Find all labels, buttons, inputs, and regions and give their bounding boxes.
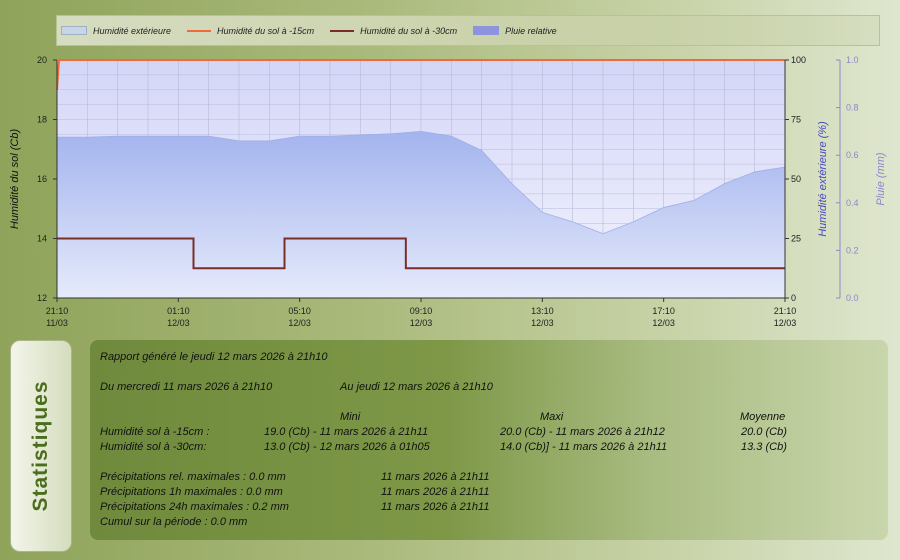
area-swatch-icon: [61, 26, 87, 35]
statistics-tab-label: Statistiques: [29, 380, 52, 512]
header-mini: Mini: [340, 411, 361, 423]
x-tick-time: 17:10: [652, 306, 675, 316]
y-right-tick-label: 1.0: [846, 55, 859, 65]
x-tick-date: 12/03: [288, 318, 311, 328]
y-mid-tick-label: 100: [791, 55, 806, 65]
y-left-tick-label: 16: [37, 174, 47, 184]
y-mid-tick-label: 75: [791, 115, 801, 125]
header-moyenne: Moyenne: [740, 411, 786, 423]
y-right-tick-label: 0.0: [846, 293, 859, 303]
precip-cumul: Cumul sur la période : 0.0 mm: [100, 516, 248, 528]
row-label: Humidité sol à -30cm:: [100, 441, 207, 453]
row-maxi: 20.0 (Cb) - 11 mars 2026 à 21h12: [500, 426, 665, 438]
period-from: Du mercredi 11 mars 2026 à 21h10: [100, 381, 273, 393]
precip-label: Précipitations rel. maximales : 0.0 mm: [100, 471, 286, 483]
x-tick-time: 21:10: [46, 306, 69, 316]
y-mid-tick-label: 50: [791, 174, 801, 184]
area-swatch-icon: [473, 26, 500, 35]
x-tick-date: 12/03: [410, 318, 433, 328]
period-to: Au jeudi 12 mars 2026 à 21h10: [340, 381, 493, 393]
report-generated: Rapport généré le jeudi 12 mars 2026 à 2…: [100, 351, 328, 363]
y-mid-tick-label: 25: [791, 234, 801, 244]
legend-item: Pluie relative: [473, 26, 557, 36]
series-humidite-exterieure: [56, 130, 786, 299]
y-left-tick-label: 18: [37, 115, 47, 125]
legend-item: Humidité du sol à -30cm: [330, 26, 457, 36]
precip-date: 11 mars 2026 à 21h11: [381, 486, 490, 498]
x-tick-time: 21:10: [774, 306, 797, 316]
x-tick-date: 12/03: [531, 318, 554, 328]
legend-label: Humidité extérieure: [93, 25, 172, 36]
y-right-tick-label: 0.4: [846, 198, 859, 208]
statistics-panel: Rapport généré le jeudi 12 mars 2026 à 2…: [90, 340, 888, 540]
y-mid-tick-label: 0: [791, 293, 796, 303]
y-right-tick-label: 0.8: [846, 103, 859, 113]
row-label: Humidité sol à -15cm :: [100, 426, 210, 438]
x-tick-time: 13:10: [531, 306, 554, 316]
x-tick-time: 09:10: [410, 306, 433, 316]
row-maxi: 14.0 (Cb)] - 11 mars 2026 à 21h11: [500, 441, 668, 453]
y-right-axis-label: Pluie (mm): [875, 152, 887, 206]
legend-label: Humidité du sol à -15cm: [217, 25, 315, 36]
x-tick-date: 11/03: [46, 318, 68, 328]
chart-legend: Humidité extérieure Humidité du sol à -1…: [56, 15, 880, 46]
precip-label: Précipitations 1h maximales : 0.0 mm: [100, 486, 283, 498]
legend-item: Humidité du sol à -15cm: [187, 26, 314, 36]
y-left-tick-label: 20: [37, 55, 47, 65]
y-left-axis-label: Humidité du sol (Cb): [9, 129, 21, 230]
statistics-tab[interactable]: Statistiques: [10, 340, 72, 552]
line-swatch-icon: [187, 29, 212, 32]
row-moyenne: 20.0 (Cb): [741, 426, 787, 438]
row-mini: 19.0 (Cb) - 11 mars 2026 à 21h11: [264, 426, 429, 438]
legend-label: Pluie relative: [505, 25, 557, 36]
x-tick-time: 05:10: [288, 306, 311, 316]
x-tick-time: 01:10: [167, 306, 190, 316]
series-sol-15cm: [56, 59, 785, 90]
x-tick-date: 12/03: [652, 318, 675, 328]
humidity-chart: 12 14 16 18 20 0 25 50 75 100 0.0 0.2 0.4 0.6 0.8 1.0 21…: [9, 55, 887, 328]
y-right-tick-label: 0.2: [846, 245, 859, 255]
legend-label: Humidité du sol à -30cm: [360, 25, 458, 36]
precip-date: 11 mars 2026 à 21h11: [381, 471, 490, 483]
row-mini: 13.0 (Cb) - 12 mars 2026 à 01h05: [264, 441, 430, 453]
precip-date: 11 mars 2026 à 21h11: [381, 501, 490, 513]
y-right-tick-label: 0.6: [846, 150, 859, 160]
header-maxi: Maxi: [540, 411, 564, 423]
y-left-tick-label: 14: [37, 234, 47, 244]
y-mid-axis-label: Humidité extérieure (%): [817, 121, 829, 237]
row-moyenne: 13.3 (Cb): [741, 441, 787, 453]
precip-label: Précipitations 24h maximales : 0.2 mm: [100, 501, 289, 513]
legend-item: Humidité extérieure: [61, 26, 171, 36]
line-swatch-icon: [330, 29, 355, 32]
series-sol-30cm: [57, 237, 785, 270]
x-tick-date: 12/03: [774, 318, 797, 328]
x-tick-date: 12/03: [167, 318, 190, 328]
y-left-tick-label: 12: [37, 293, 47, 303]
